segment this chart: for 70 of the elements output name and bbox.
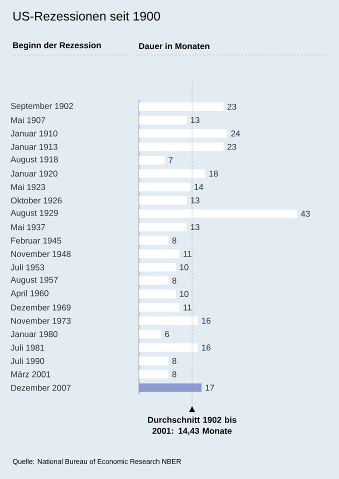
data-label: 8 [172,237,176,244]
y-tick-label: August 1929 [10,210,58,218]
y-tick-label: April 1960 [10,290,48,298]
y-tick-label: August 1918 [10,156,58,164]
chart-title: US-Rezessionen seit 1900 [13,11,160,21]
bar [138,222,187,232]
data-label: 8 [172,278,176,284]
data-label: 13 [190,117,200,124]
data-label: 10 [180,264,188,270]
data-label: 11 [184,304,192,310]
bar [138,330,162,338]
bar [138,356,168,366]
bar [138,196,187,205]
y-tick-label: Mai 1907 [11,116,46,124]
y-tick-label: Juli 1990 [10,358,44,364]
data-label: 23 [228,144,236,150]
bar [138,129,228,138]
y-tick-label: Mai 1937 [11,224,46,230]
y-tick-label: August 1957 [10,276,58,284]
bar [138,250,180,258]
y-tick-label: Dezember 1969 [11,304,71,311]
y-tick-label: November 1973 [11,318,71,324]
bar [138,236,168,245]
data-label: 11 [184,250,192,257]
ref-line-label: Durchschnitt 1902 bis 2001: 14,43 Monate [148,416,236,436]
bar [138,116,187,124]
data-label: 14 [194,184,204,190]
y-tick-label: November 1948 [11,250,71,257]
y-tick-label: Mai 1923 [11,184,46,190]
bar [138,102,224,111]
bar [138,383,202,392]
data-label: 13 [190,197,200,204]
bar [138,263,176,272]
y-tick-label: Oktober 1926 [10,197,62,204]
data-label: 7 [168,157,173,164]
bar [138,276,168,285]
data-label: 43 [300,210,310,217]
data-label: 16 [202,344,210,351]
bar [138,182,190,192]
bar [138,303,180,312]
y-tick-label: Januar 1910 [10,130,58,136]
y-tick-label: Juli 1953 [10,264,44,270]
data-label: 24 [231,130,240,136]
bar [138,142,224,152]
y-tick-label: Juli 1981 [10,344,44,351]
data-label: 18 [209,170,218,177]
bar [138,370,168,379]
y-tick-label: Januar 1920 [10,170,58,177]
y-tick-label: März 2001 [11,371,50,378]
bar [138,343,198,352]
data-label: 6 [165,331,169,338]
y-tick-label: September 1902 [10,102,73,111]
bar [138,169,206,178]
data-label: 13 [190,224,200,230]
data-label: 16 [202,318,210,324]
bar [138,209,298,218]
y-tick-label: Januar 1980 [10,331,58,338]
y-tick-label: Dezember 2007 [11,384,71,391]
text: Beginn der Rezession [13,42,101,50]
data-label: 23 [228,104,236,110]
y-tick-label: Januar 1913 [10,144,58,150]
data-label: 17 [206,384,214,391]
data-label: 10 [180,291,188,298]
bar [138,316,198,326]
data-label: 8 [172,371,176,378]
text: Dauer in Monaten [139,42,210,50]
bar [138,156,165,164]
data-label: 8 [172,358,176,364]
y-tick-label: Februar 1945 [11,237,62,244]
bar [138,290,176,298]
